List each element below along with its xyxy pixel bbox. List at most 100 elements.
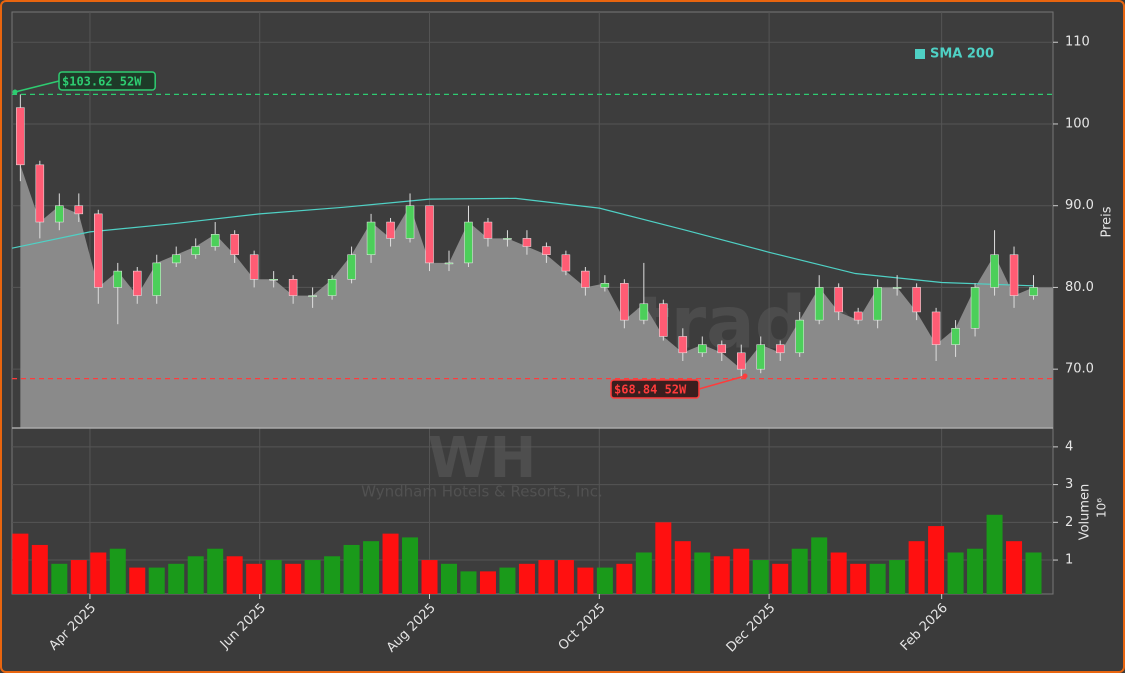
volume-bar bbox=[752, 560, 769, 594]
volume-bar bbox=[343, 544, 360, 594]
candle-body bbox=[620, 283, 629, 321]
volume-bar bbox=[772, 563, 789, 594]
x-tick-label: Apr 2025 bbox=[46, 601, 99, 654]
candle-body bbox=[931, 311, 941, 345]
y-axis-unit: 10⁶ bbox=[1095, 498, 1109, 518]
y-tick-label: 70.0 bbox=[1065, 362, 1094, 377]
volume-bar bbox=[265, 560, 282, 594]
volume-bar bbox=[421, 560, 438, 594]
volume-bar bbox=[518, 563, 535, 594]
candle-body bbox=[308, 295, 317, 297]
candle-body bbox=[113, 270, 123, 288]
volume-bar bbox=[850, 563, 867, 594]
candle-body bbox=[892, 287, 902, 289]
volume-bar bbox=[246, 563, 263, 594]
volume-bar bbox=[402, 537, 419, 594]
volume-bar bbox=[479, 571, 496, 594]
volume-bar bbox=[207, 548, 224, 594]
candle-body bbox=[561, 254, 571, 272]
candle-body bbox=[814, 287, 824, 321]
candle-body bbox=[990, 254, 999, 288]
volume-bar bbox=[440, 563, 457, 594]
candle-body bbox=[678, 336, 688, 354]
volume-bar bbox=[733, 548, 750, 594]
candle-body bbox=[269, 279, 278, 281]
candle-body bbox=[853, 311, 863, 321]
candle-body bbox=[639, 303, 649, 321]
candle-body bbox=[152, 262, 161, 296]
annotation-arrow bbox=[14, 80, 60, 93]
y-tick-label: 3 bbox=[1065, 477, 1073, 492]
volume-bar bbox=[129, 567, 146, 594]
y-tick-label: 110 bbox=[1065, 35, 1090, 50]
candle-body bbox=[717, 344, 727, 354]
volume-bar bbox=[908, 541, 925, 594]
volume-bar bbox=[187, 556, 204, 594]
volume-bar bbox=[51, 563, 68, 594]
candle-body bbox=[444, 262, 454, 265]
candle-body bbox=[483, 221, 493, 239]
volume-bar bbox=[304, 560, 321, 594]
y-tick-label: 2 bbox=[1065, 515, 1073, 530]
volume-bar bbox=[226, 556, 243, 594]
volume-bar bbox=[109, 548, 126, 594]
candle-body bbox=[94, 213, 103, 288]
candle-body bbox=[35, 164, 45, 223]
volume-bar bbox=[168, 563, 185, 594]
sma-line bbox=[11, 197, 1034, 287]
candle-body bbox=[542, 246, 551, 255]
y-tick-label: 100 bbox=[1065, 116, 1090, 131]
x-tick-label: Dec 2025 bbox=[724, 601, 779, 656]
x-tick-label: Feb 2026 bbox=[898, 601, 951, 654]
volume-bar bbox=[31, 544, 48, 594]
candle-body bbox=[1029, 287, 1038, 296]
candle-body bbox=[425, 205, 434, 264]
annotation-box bbox=[610, 379, 700, 399]
candle-body bbox=[834, 287, 843, 313]
candle-body bbox=[464, 221, 473, 264]
y-axis-label: Volumen bbox=[1078, 484, 1093, 541]
y-tick-label: 1 bbox=[1065, 553, 1073, 568]
volume-bar bbox=[324, 556, 341, 594]
volume-bar bbox=[460, 571, 477, 594]
candle-body bbox=[503, 238, 512, 240]
price-area bbox=[20, 164, 1054, 428]
annotation-label: $68.84 52W bbox=[614, 383, 687, 397]
candle-body bbox=[230, 234, 239, 255]
volume-bar bbox=[830, 552, 847, 594]
annotation-arrowhead bbox=[742, 373, 748, 379]
y-tick-label: 4 bbox=[1065, 439, 1073, 454]
candle-body bbox=[756, 344, 765, 370]
volume-bar bbox=[557, 560, 574, 594]
candle-body bbox=[873, 287, 882, 321]
candle-body bbox=[737, 352, 746, 370]
annotation-arrowhead bbox=[12, 89, 18, 95]
candle-body bbox=[775, 344, 785, 354]
volume-bar bbox=[811, 537, 828, 594]
candle-body bbox=[133, 270, 142, 296]
candle-body bbox=[366, 221, 376, 255]
candle-body bbox=[951, 328, 960, 345]
candle-body bbox=[16, 107, 25, 166]
volume-bar bbox=[674, 541, 691, 594]
candle-body bbox=[698, 344, 707, 354]
legend-label: SMA 200 bbox=[930, 47, 994, 62]
candle-body bbox=[74, 205, 84, 215]
volume-bar bbox=[869, 563, 886, 594]
volume-bar bbox=[577, 567, 594, 594]
volume-bar bbox=[90, 552, 107, 594]
volume-bar bbox=[947, 552, 964, 594]
candle-body bbox=[522, 238, 532, 247]
annotation-label: $103.62 52W bbox=[62, 75, 142, 89]
candle-body bbox=[288, 279, 298, 296]
legend-swatch bbox=[915, 49, 925, 59]
volume-bar bbox=[1006, 541, 1023, 594]
watermark-company: Wyndham Hotels & Resorts, Inc. bbox=[361, 483, 603, 501]
candle-body bbox=[405, 205, 415, 239]
candle-body bbox=[347, 254, 356, 280]
volume-bar bbox=[70, 560, 87, 594]
volume-bar bbox=[1025, 552, 1042, 594]
volume-bar bbox=[713, 556, 730, 594]
candle-body bbox=[171, 254, 181, 264]
